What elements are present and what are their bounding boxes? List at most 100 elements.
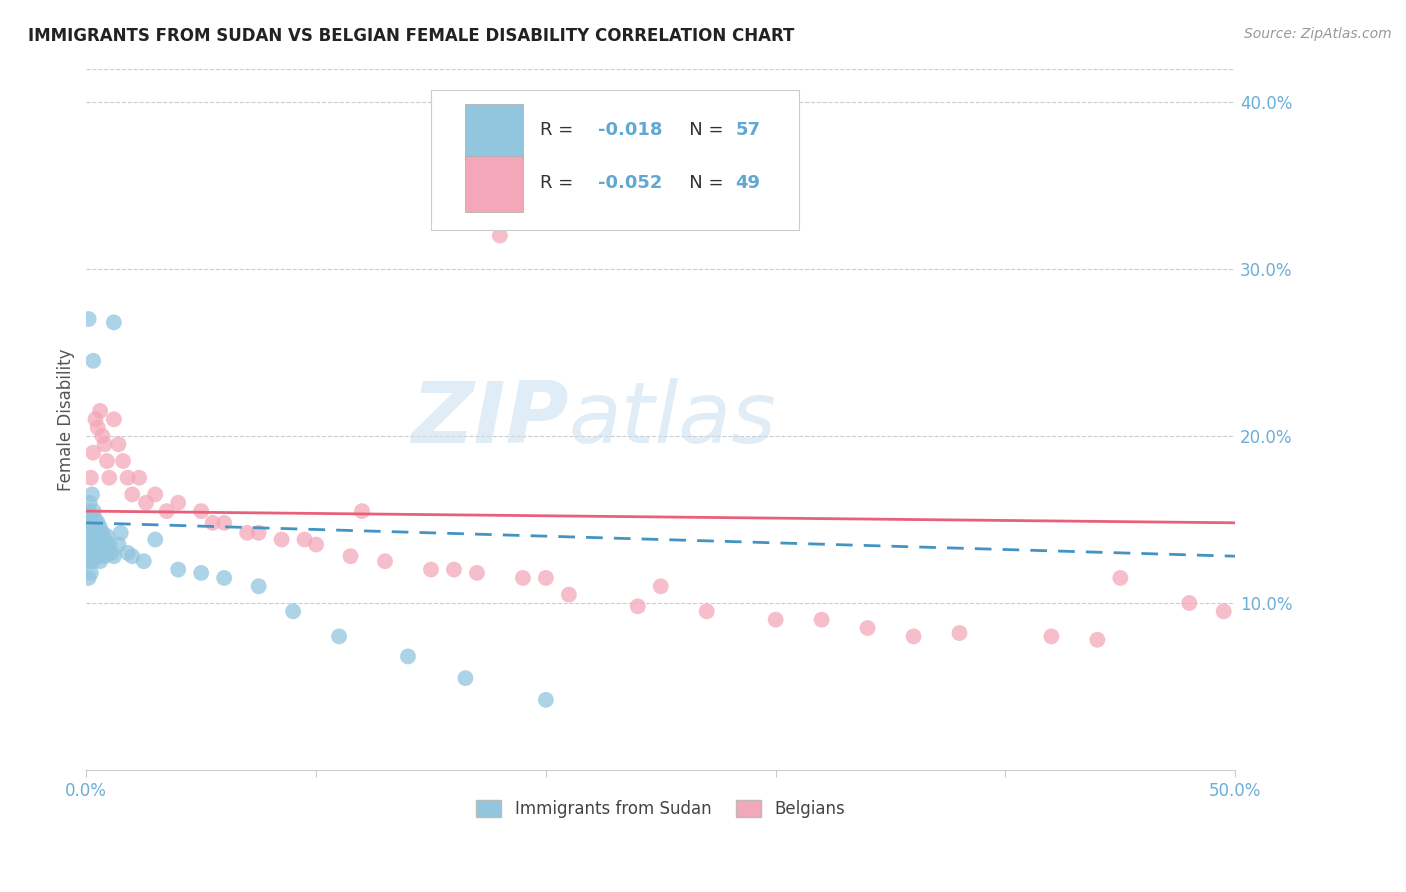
Point [80, 471, 103, 485]
Point [84, 412, 107, 426]
Point [112, 454, 135, 468]
Point [247, 579, 270, 593]
Point [107, 437, 129, 451]
Point [350, 504, 373, 518]
Point [98, 537, 121, 551]
FancyBboxPatch shape [432, 89, 799, 230]
Point [156, 504, 179, 518]
Point [84, 512, 107, 526]
Point [79, 549, 101, 564]
Point [201, 516, 224, 530]
Point [305, 537, 328, 551]
Point [89, 521, 111, 535]
Point [80, 533, 103, 547]
Point [121, 487, 143, 501]
Text: ZIP: ZIP [411, 377, 569, 461]
Point [77, 554, 100, 568]
Point [77, 312, 100, 326]
Legend: Immigrants from Sudan, Belgians: Immigrants from Sudan, Belgians [470, 793, 852, 825]
Point [443, 563, 465, 577]
Point [167, 496, 190, 510]
Point [765, 613, 787, 627]
Point [374, 554, 396, 568]
Point [77, 533, 100, 547]
Text: R =: R = [540, 174, 579, 192]
Point [87, 420, 110, 434]
Point [294, 533, 316, 547]
Point [87, 549, 110, 564]
Point [107, 537, 129, 551]
Point [465, 566, 488, 580]
Point [89, 554, 111, 568]
Text: N =: N = [672, 120, 730, 138]
Point [79, 496, 101, 510]
Point [534, 693, 557, 707]
Point [167, 563, 190, 577]
Point [135, 496, 157, 510]
Point [83, 525, 105, 540]
Point [396, 649, 419, 664]
Point [77, 537, 100, 551]
Point [212, 516, 235, 530]
Point [1212, 604, 1234, 618]
Point [103, 549, 125, 564]
Point [96, 546, 118, 560]
Point [96, 454, 118, 468]
Point [117, 471, 139, 485]
Point [83, 504, 105, 518]
Point [98, 471, 121, 485]
Point [339, 549, 361, 564]
Text: 57: 57 [735, 120, 761, 138]
Point [281, 604, 304, 618]
Point [82, 537, 104, 551]
Point [534, 571, 557, 585]
Point [512, 571, 534, 585]
Point [93, 533, 115, 547]
Point [80, 566, 103, 580]
Point [84, 529, 107, 543]
Text: N =: N = [672, 174, 730, 192]
Point [77, 571, 100, 585]
Point [856, 621, 879, 635]
Point [810, 613, 832, 627]
Point [489, 228, 512, 243]
Point [627, 599, 650, 614]
Point [79, 525, 101, 540]
Point [103, 412, 125, 426]
Point [84, 542, 107, 557]
Point [143, 487, 166, 501]
Point [903, 629, 925, 643]
Point [190, 566, 212, 580]
Text: atlas: atlas [569, 377, 778, 461]
Point [91, 542, 114, 557]
Point [87, 516, 110, 530]
Point [87, 537, 110, 551]
Point [190, 504, 212, 518]
Point [91, 525, 114, 540]
FancyBboxPatch shape [465, 156, 523, 212]
Point [650, 579, 672, 593]
Point [121, 549, 143, 564]
Point [100, 546, 122, 560]
Point [236, 525, 259, 540]
Point [80, 509, 103, 524]
Y-axis label: Female Disability: Female Disability [58, 348, 75, 491]
Point [93, 549, 115, 564]
Point [1178, 596, 1201, 610]
Point [117, 546, 139, 560]
Text: -0.052: -0.052 [598, 174, 662, 192]
Point [82, 516, 104, 530]
Point [93, 437, 115, 451]
Point [82, 445, 104, 459]
Point [110, 525, 132, 540]
Point [87, 529, 110, 543]
Point [454, 671, 477, 685]
Point [80, 549, 103, 564]
Point [420, 563, 443, 577]
Point [328, 629, 350, 643]
Point [82, 554, 104, 568]
Point [91, 429, 114, 443]
Point [696, 604, 718, 618]
Point [1040, 629, 1063, 643]
Point [247, 525, 270, 540]
